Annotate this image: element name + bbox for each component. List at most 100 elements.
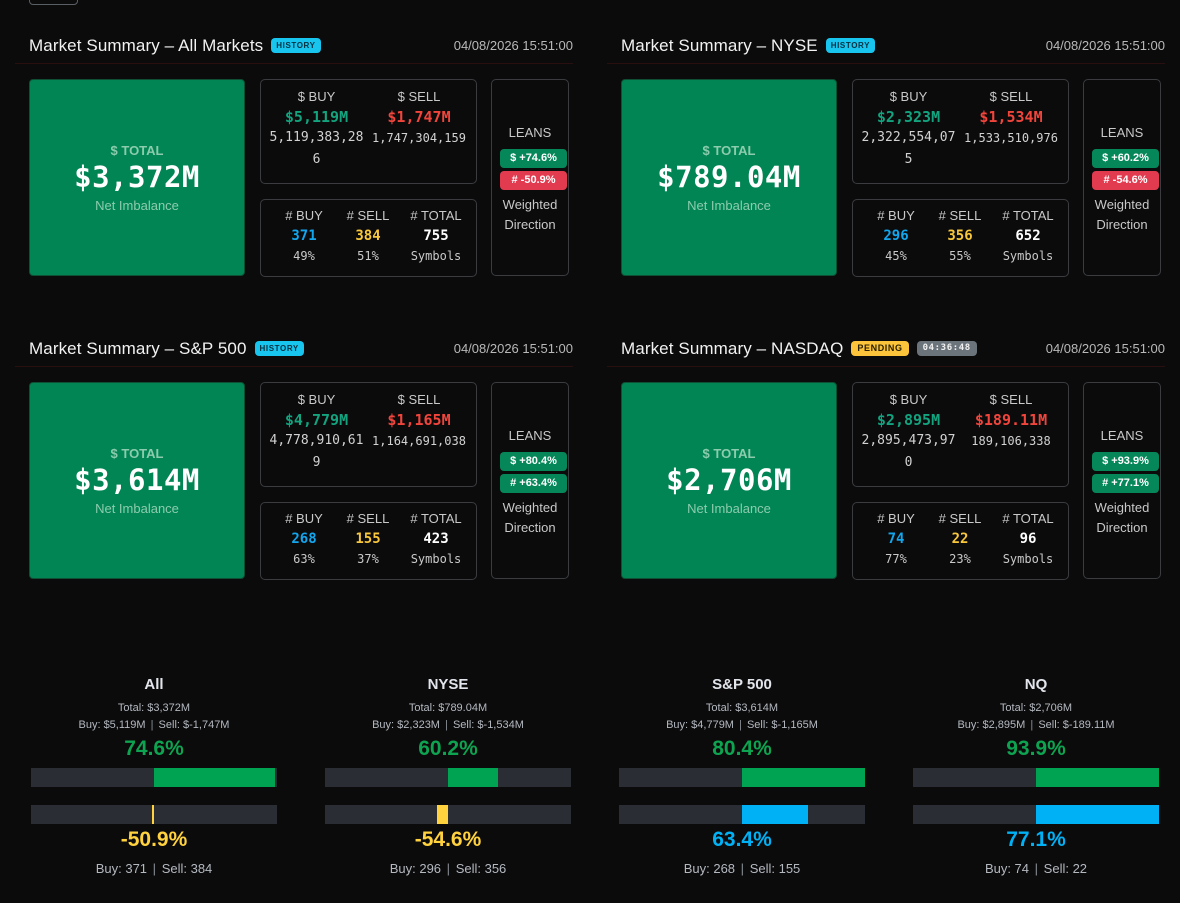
gauge-name: S&P 500 xyxy=(712,676,772,693)
countdown-timer-badge: 04:36:48 xyxy=(916,341,977,356)
leans-sub-line2: Direction xyxy=(504,520,556,535)
count-sell-value: 155 xyxy=(355,531,381,547)
dollar-sell-label: $ SELL xyxy=(989,89,1033,104)
net-imbalance-card: $ TOTAL $3,372M Net Imbalance xyxy=(29,79,245,276)
gauge-dollar-pct: 60.2% xyxy=(418,737,478,760)
gauge-count-pct: 77.1% xyxy=(1006,828,1066,851)
lean-dollar-pill: $ +93.9% xyxy=(1092,452,1159,471)
gauge-count-bar-fill xyxy=(152,805,154,824)
gauge-separator: | xyxy=(1034,861,1039,876)
count-total-label: # TOTAL xyxy=(410,208,462,223)
gauge-count-sell: Sell: 356 xyxy=(455,861,507,876)
dollar-buy-sell-card: $ BUY $2,323M 2,322,554,075 $ SELL $1,53… xyxy=(852,79,1069,184)
dollar-buy-value: $2,895M xyxy=(876,411,941,429)
status-badge: PENDING xyxy=(851,341,909,356)
count-buy-label: # BUY xyxy=(877,208,915,223)
symbol-count-card: # BUY 268 63% # SELL 155 37% # TOTAL 423… xyxy=(260,502,477,580)
total-value: $3,614M xyxy=(74,463,200,497)
count-total-sub: Symbols xyxy=(1002,249,1054,263)
gauge-counts: Buy: 296 | Sell: 356 xyxy=(325,861,571,876)
gauge-separator: | xyxy=(1030,719,1034,731)
count-total-value: 423 xyxy=(423,531,449,547)
count-total-sub: Symbols xyxy=(410,552,462,566)
dollar-sell-raw: 1,533,510,976 xyxy=(964,131,1058,145)
panel-timestamp: 04/08/2026 15:51:00 xyxy=(453,38,573,53)
lean-dollar-pill: $ +80.4% xyxy=(500,452,567,471)
dollar-buy-raw: 2,322,554,075 xyxy=(861,130,956,167)
total-subtitle: Net Imbalance xyxy=(95,501,179,516)
dollar-sell-value: $1,534M xyxy=(979,108,1043,126)
gauge-counts: Buy: 371 | Sell: 384 xyxy=(31,861,277,876)
leans-sub-line1: Weighted xyxy=(1094,197,1150,212)
gauge-count-bar xyxy=(325,805,571,824)
gauge-dollar-pct: 74.6% xyxy=(124,737,184,760)
leans-subtitle: Weighted Direction xyxy=(1084,195,1160,235)
dollar-sell-label: $ SELL xyxy=(989,392,1033,407)
dollar-sell-raw: 189,106,338 xyxy=(971,434,1051,448)
count-sell-label: # SELL xyxy=(938,511,982,526)
status-badge: HISTORY xyxy=(254,341,304,356)
gauge-buy: Buy: $5,119M xyxy=(78,719,146,731)
panel-header: Market Summary – NASDAQ PENDING 04:36:48… xyxy=(607,331,1165,367)
gauge-count-sell: Sell: 22 xyxy=(1043,861,1088,876)
market-summary-panel: Market Summary – NYSE HISTORY 04/08/2026… xyxy=(607,28,1165,277)
panel-timestamp: 04/08/2026 15:51:00 xyxy=(1045,38,1165,53)
leans-subtitle: Weighted Direction xyxy=(1084,498,1160,538)
direction-gauge: S&P 500 Total: $3,614M Buy: $4,779M | Se… xyxy=(619,670,865,876)
gauge-separator: | xyxy=(740,861,745,876)
total-label: $ TOTAL xyxy=(110,143,164,158)
dollar-buy-sell-card: $ BUY $5,119M 5,119,383,286 $ SELL $1,74… xyxy=(260,79,477,184)
lean-count-pill: # -54.6% xyxy=(1092,171,1159,190)
gauge-count-buy: Buy: 371 xyxy=(95,861,148,876)
gauge-count-bar-fill xyxy=(436,805,448,824)
total-value: $2,706M xyxy=(666,463,792,497)
dollar-buy-value: $4,779M xyxy=(284,411,349,429)
leans-title: LEANS xyxy=(1100,428,1144,443)
total-value: $789.04M xyxy=(657,160,801,194)
count-total-value: 755 xyxy=(423,228,449,244)
gauge-counts: Buy: 74 | Sell: 22 xyxy=(913,861,1159,876)
count-sell-value: 22 xyxy=(951,531,969,547)
gauge-buy: Buy: $2,895M xyxy=(957,719,1026,731)
dollar-sell-value: $1,165M xyxy=(387,411,451,429)
count-buy-value: 268 xyxy=(291,531,317,547)
dollar-buy-label: $ BUY xyxy=(889,89,928,104)
count-buy-value: 296 xyxy=(883,228,909,244)
gauge-dollar-pct: 93.9% xyxy=(1006,737,1066,760)
gauge-name: NYSE xyxy=(427,676,469,693)
panel-title: Market Summary – NYSE xyxy=(621,35,818,55)
leans-sub-line2: Direction xyxy=(504,217,556,232)
gauge-dollar-bar-fill xyxy=(742,768,865,787)
panel-title: Market Summary – NASDAQ xyxy=(621,338,844,358)
leans-sub-line1: Weighted xyxy=(1094,500,1150,515)
direction-gauge: All Total: $3,372M Buy: $5,119M | Sell: … xyxy=(31,670,277,876)
gauge-count-sell: Sell: 155 xyxy=(749,861,801,876)
total-label: $ TOTAL xyxy=(702,446,756,461)
leans-title: LEANS xyxy=(1100,125,1144,140)
top-toolbar-button[interactable] xyxy=(29,0,78,5)
count-total-sub: Symbols xyxy=(410,249,462,263)
count-buy-label: # BUY xyxy=(285,208,323,223)
leans-card: LEANS $ +74.6% # -50.9% Weighted Directi… xyxy=(491,79,569,276)
market-summary-panel: Market Summary – NASDAQ PENDING 04:36:48… xyxy=(607,331,1165,580)
dollar-buy-raw: 4,778,910,619 xyxy=(269,433,364,470)
count-total-value: 652 xyxy=(1015,228,1041,244)
leans-sub-line2: Direction xyxy=(1096,520,1148,535)
panel-timestamp: 04/08/2026 15:51:00 xyxy=(453,341,573,356)
net-imbalance-card: $ TOTAL $789.04M Net Imbalance xyxy=(621,79,837,276)
gauge-name: All xyxy=(144,676,164,693)
gauge-sell: Sell: $-189.11M xyxy=(1038,719,1115,731)
count-total-label: # TOTAL xyxy=(1002,511,1054,526)
gauge-count-buy: Buy: 268 xyxy=(683,861,736,876)
gauge-sell: Sell: $-1,165M xyxy=(746,719,818,731)
gauge-name: NQ xyxy=(1024,676,1048,693)
gauge-count-sell: Sell: 384 xyxy=(161,861,213,876)
symbol-count-card: # BUY 371 49% # SELL 384 51% # TOTAL 755… xyxy=(260,199,477,277)
panel-title: Market Summary – All Markets xyxy=(29,35,264,55)
leans-sub-line1: Weighted xyxy=(502,197,558,212)
count-sell-pct: 51% xyxy=(357,249,379,263)
leans-card: LEANS $ +80.4% # +63.4% Weighted Directi… xyxy=(491,382,569,579)
gauge-count-pct: 63.4% xyxy=(712,828,772,851)
count-total-value: 96 xyxy=(1019,531,1037,547)
leans-card: LEANS $ +93.9% # +77.1% Weighted Directi… xyxy=(1083,382,1161,579)
